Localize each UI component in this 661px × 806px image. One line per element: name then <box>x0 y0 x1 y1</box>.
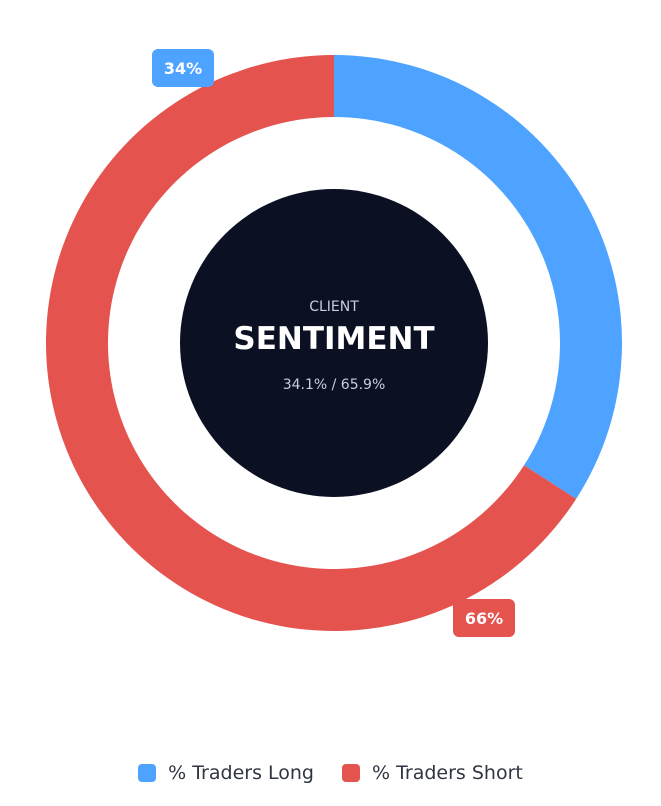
donut-ring <box>45 55 622 632</box>
center-title: SENTIMENT <box>233 321 434 357</box>
legend-swatch-short <box>341 764 360 782</box>
center-small-label: CLIENT <box>309 299 359 315</box>
legend: % Traders Long % Traders Short <box>0 758 661 788</box>
data-label-text-short: 66% <box>465 609 503 628</box>
data-label-bg-short <box>453 599 515 637</box>
legend-swatch-long <box>138 764 157 782</box>
data-label-text-long: 34% <box>164 59 202 78</box>
center-circle <box>180 189 488 497</box>
legend-item-long[interactable]: % Traders Long <box>138 762 314 784</box>
legend-item-short[interactable]: % Traders Short <box>341 762 523 784</box>
legend-label-short: % Traders Short <box>371 762 523 784</box>
donut-slice-long[interactable] <box>334 55 622 499</box>
data-label-short: 66% <box>453 599 515 637</box>
center-subtitle: 34.1% / 65.9% <box>283 377 386 393</box>
data-label-bg-long <box>152 49 214 87</box>
legend-label-long: % Traders Long <box>168 762 314 784</box>
data-label-long: 34% <box>152 49 214 87</box>
data-labels: 34% 66% <box>152 49 515 637</box>
